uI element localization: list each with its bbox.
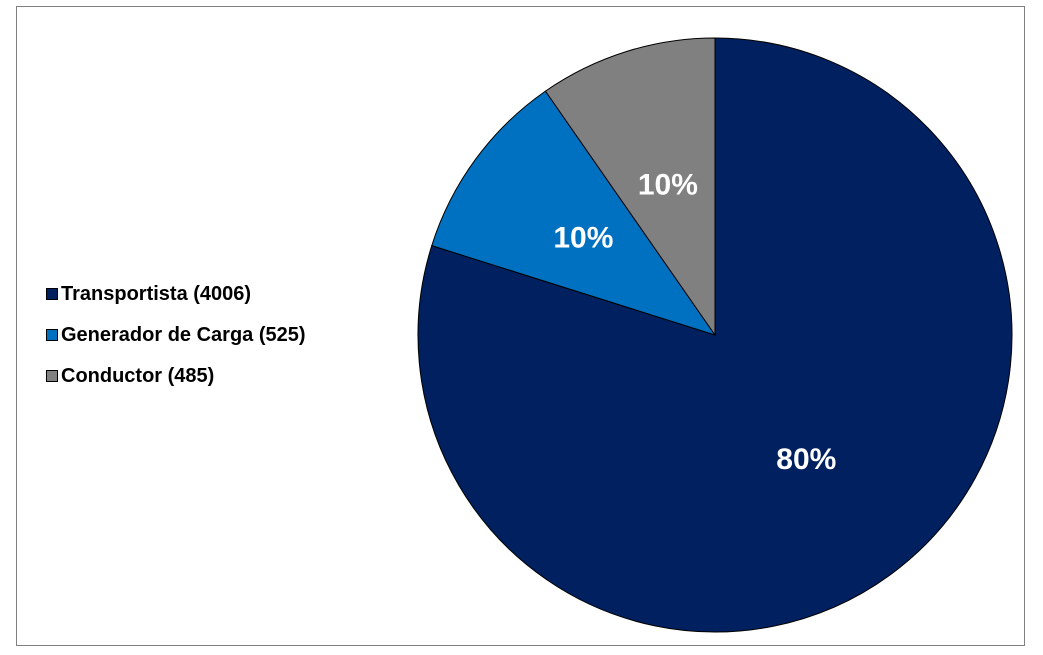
slice-label-conductor: 10% <box>638 168 698 201</box>
legend-swatch-conductor <box>46 370 58 382</box>
pie-slice-conductor <box>544 37 716 337</box>
pie-chart: 80% 10% 10% <box>417 37 1013 633</box>
pie-slice-generador-de-carga <box>431 90 717 336</box>
legend-label-conductor: Conductor (485) <box>61 364 215 387</box>
slice-label-transportista: 80% <box>776 443 836 476</box>
legend-item-conductor: Conductor (485) <box>46 365 306 387</box>
legend-swatch-generador-de-carga <box>46 329 58 341</box>
legend: Transportista (4006) Generador de Carga … <box>46 283 306 406</box>
legend-item-transportista: Transportista (4006) <box>46 283 306 305</box>
slice-label-generador-de-carga: 10% <box>553 222 613 255</box>
legend-label-generador-de-carga: Generador de Carga (525) <box>61 323 306 346</box>
legend-swatch-transportista <box>46 288 58 300</box>
chart-frame: 80% 10% 10% Transportista (4006) Generador… <box>16 6 1025 646</box>
legend-label-transportista: Transportista (4006) <box>61 282 252 305</box>
legend-item-generador-de-carga: Generador de Carga (525) <box>46 324 306 346</box>
